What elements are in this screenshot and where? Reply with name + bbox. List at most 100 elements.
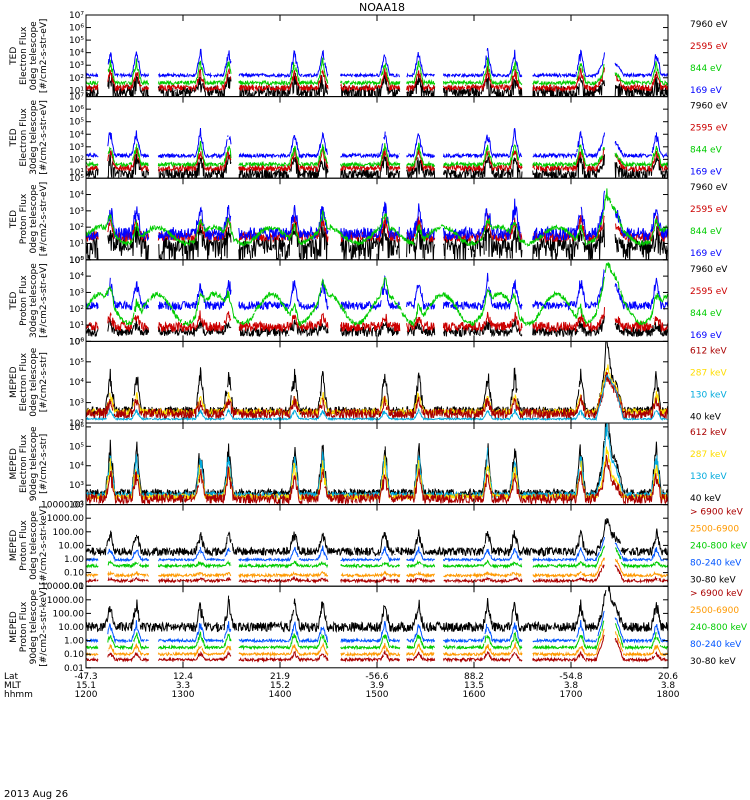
y-tick-label: 10000.00 — [41, 501, 84, 511]
y-tick-label: 10² — [69, 223, 84, 233]
y-axis-label-line: Electron Flux — [19, 352, 29, 411]
series-612-kev — [86, 371, 668, 421]
x-row-value: 20.6 — [658, 672, 678, 682]
y-axis-label-line: [#/cm2-s-str-keV] — [39, 506, 49, 585]
y-axis-label-line: Proton Flux — [19, 193, 29, 244]
x-row-value: 3.9 — [370, 681, 385, 691]
y-tick-label: 10³ — [69, 143, 84, 153]
legend-entry: 2595 eV — [690, 42, 728, 52]
legend-entry: 612 keV — [690, 428, 727, 438]
series-169-ev — [86, 48, 668, 79]
y-tick-label: 100.00 — [53, 609, 85, 619]
y-axis-label-line: [#/cm2-s-str] — [39, 352, 49, 412]
y-tick-label: 10000.00 — [41, 582, 84, 592]
x-row-value: 88.2 — [464, 672, 484, 682]
y-axis-label-line: [#/cm2-s-str-eV] — [39, 100, 49, 175]
legend-entry: 844 eV — [690, 146, 723, 156]
y-tick-label: 10⁵ — [69, 442, 84, 452]
series-2500-6900 — [86, 557, 668, 579]
panel-4-data — [86, 262, 668, 338]
x-row-value: 12.4 — [173, 672, 193, 682]
y-tick-label: 10⁵ — [69, 118, 84, 128]
legend-entry: 40 keV — [690, 412, 722, 422]
series-169-ev — [86, 268, 668, 312]
x-row-value: 15.1 — [76, 681, 96, 691]
y-tick-label: 10² — [69, 305, 84, 315]
x-row-value: 1600 — [463, 690, 486, 700]
y-tick-label: 10.00 — [58, 541, 84, 551]
panel-3: 10⁰ 10¹ 10² 10³ 10⁴ 10⁵ TED Proton Flux 0deg tel… — [9, 174, 728, 266]
y-axis-label-line: Proton Flux — [19, 601, 29, 652]
date-label: 2013 Aug 26 — [4, 789, 68, 800]
y-axis-label-line: 0deg telescope — [29, 21, 39, 91]
x-row-label: Lat — [4, 672, 19, 682]
series-844-ev — [86, 188, 668, 248]
y-axis-label-line: [#/cm2-s-str-eV] — [39, 182, 49, 257]
y-tick-label: 0.01 — [64, 582, 84, 592]
legend-entry: 169 eV — [690, 86, 723, 96]
x-row-label: hhmm — [4, 690, 33, 700]
series--6900-kev — [86, 564, 668, 584]
y-tick-label: 10³ — [69, 288, 84, 298]
y-tick-label: 10² — [69, 419, 84, 429]
panel-6: 10² 10³ 10⁴ 10⁵ 10⁶ MEPED Electron Flux 90deg t… — [9, 422, 727, 511]
y-tick-label: 100.00 — [53, 528, 85, 538]
panel-4: 10⁰ 10¹ 10² 10³ 10⁴ 10⁵ TED Proton Flux 30deg te… — [9, 256, 728, 348]
y-tick-label: 10³ — [69, 399, 84, 409]
y-axis-label-line: [#/cm2-s-str] — [39, 434, 49, 494]
legend-entry: 7960 eV — [690, 20, 728, 30]
y-tick-label: 10.00 — [58, 623, 84, 633]
y-tick-label: 10⁵ — [69, 36, 84, 46]
series-240-800-kev — [86, 545, 668, 570]
panel-5-data — [86, 341, 668, 422]
legend-entry: 40 keV — [690, 494, 722, 504]
legend-entry: 240-800 keV — [690, 542, 748, 552]
legend-entry: 80-240 keV — [690, 559, 742, 569]
figure-title: NOAA18 — [359, 1, 405, 14]
legend-entry: 7960 eV — [690, 102, 728, 112]
legend-entry: 169 eV — [690, 331, 723, 341]
legend-entry: 844 eV — [690, 309, 723, 319]
x-row-value: 1300 — [172, 690, 195, 700]
series-169-ev — [86, 127, 668, 160]
y-tick-label: 10⁵ — [69, 256, 84, 266]
y-tick-label: 10⁰ — [69, 256, 84, 266]
y-tick-label: 0.01 — [64, 664, 84, 674]
y-axis-label-line: TED — [9, 47, 19, 66]
y-tick-label: 10⁵ — [69, 358, 84, 368]
legend-entry: > 6900 keV — [690, 589, 744, 599]
series-844-ev — [86, 140, 668, 169]
y-axis-label-line: 30deg telescope — [29, 100, 39, 175]
panel-8: 0.01 0.10 1.00 10.00 100.00 1000.00 10000.00 ME… — [9, 582, 748, 674]
x-row-value: 3.8 — [661, 681, 676, 691]
y-tick-label: 10⁶ — [69, 337, 84, 347]
legend-entry: 130 keV — [690, 390, 727, 400]
x-row-value: 1700 — [560, 690, 583, 700]
y-tick-label: 10⁴ — [69, 49, 84, 59]
series-40-kev — [86, 341, 668, 417]
x-row-value: 15.2 — [270, 681, 290, 691]
y-tick-label: 10³ — [69, 61, 84, 71]
y-axis-label-line: MEPED — [9, 611, 19, 643]
series-80-240-kev — [86, 610, 668, 644]
y-axis-label-line: Electron Flux — [19, 107, 29, 166]
y-tick-label: 10⁴ — [69, 378, 84, 388]
y-axis-label-line: [#/cm2-s-str-keV] — [39, 587, 49, 666]
legend-entry: 169 eV — [690, 168, 723, 178]
y-axis-label-line: TED — [9, 291, 19, 310]
y-axis-label-line: 90deg telescope — [29, 426, 39, 501]
legend-entry: 2500-6900 — [690, 606, 739, 616]
panel-2: 10¹ 10² 10³ 10⁴ 10⁵ 10⁶ 10⁷ TED Electron Flux 30d… — [9, 93, 728, 179]
y-tick-label: 10⁴ — [69, 191, 84, 201]
x-row-value: 21.9 — [270, 672, 290, 682]
y-tick-label: 10¹ — [69, 321, 84, 331]
series-2500-6900 — [86, 628, 668, 658]
legend-entry: 2500-6900 — [690, 525, 739, 535]
panel-1: 10¹ 10² 10³ 10⁴ 10⁵ 10⁶ 10⁷ TED Electron Flux 0de… — [9, 11, 728, 98]
x-row-value: 3.3 — [176, 681, 190, 691]
y-axis-label-line: Proton Flux — [19, 275, 29, 326]
legend-entry: > 6900 keV — [690, 508, 744, 518]
x-row-value: -54.8 — [559, 672, 583, 682]
